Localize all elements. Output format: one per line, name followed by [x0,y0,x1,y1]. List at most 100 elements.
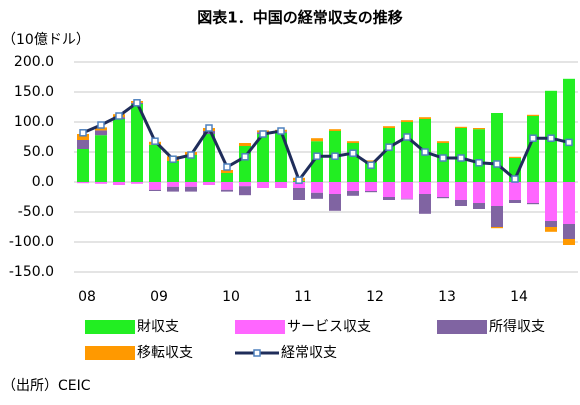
bar [419,117,431,119]
marker [97,121,105,129]
bar [113,182,125,185]
bar [149,189,161,191]
bar [473,129,485,182]
bar [311,192,323,199]
marker [511,175,519,183]
bar [257,134,269,182]
bar [563,224,575,239]
bar [203,182,215,185]
bar [77,140,89,149]
bar [239,186,251,196]
y-tick-label: 200.0 [14,54,54,70]
marker [385,143,393,151]
bar [509,182,521,200]
marker [277,127,285,135]
bar [311,138,323,142]
marker [133,99,141,107]
bar [167,161,179,182]
legend-label: 財収支 [137,319,179,335]
bar [437,182,449,197]
marker [313,152,321,160]
x-tick-label: 12 [366,289,384,305]
x-tick-label: 11 [294,289,312,305]
bar [383,128,395,182]
bar [257,182,269,188]
line [82,100,570,184]
bar [221,173,233,182]
legend-swatch [235,320,285,334]
bar [293,188,305,200]
bar [455,182,467,200]
marker [223,163,231,171]
bar [545,221,557,227]
bar [95,127,107,131]
y-tick-label: -150.0 [9,264,54,280]
bar [329,182,341,194]
bar [185,155,197,182]
bar [167,186,179,192]
bar [95,130,107,136]
marker [295,176,303,184]
bar [455,126,467,128]
bar [185,186,197,192]
bar [167,182,179,187]
y-tick-label: 50.0 [23,144,54,160]
bar [527,116,539,182]
y-tick-label: 100.0 [14,114,54,130]
bar [545,182,557,221]
bar [275,182,287,188]
legend-label: 所得収支 [489,318,545,335]
y-axis-label: （10億ドル） [2,32,90,48]
bar [293,182,305,188]
bar [401,182,413,199]
legend-label: 経常収支 [281,345,337,361]
bar [383,197,395,200]
marker [529,134,537,142]
marker [421,148,429,156]
legend-swatch [85,320,135,334]
marker [79,129,87,137]
marker [169,155,177,163]
bar [491,206,503,227]
marker [439,154,447,162]
bar [401,122,413,182]
bar [149,144,161,182]
y-tick-label: 0.0 [32,174,54,190]
bar [563,78,575,182]
bar [383,182,395,197]
bar [365,182,377,191]
bar [329,194,341,211]
bar [437,141,449,143]
bar [365,160,377,163]
x-tick-label: 14 [510,289,528,305]
marker [403,133,411,141]
marker [367,161,375,169]
bar [563,182,575,224]
x-tick-label: 08 [78,289,96,305]
bar [527,114,539,116]
marker [259,130,267,138]
marker [565,138,573,147]
bar [239,143,251,146]
bar [185,182,197,187]
bar [221,170,233,173]
marker [331,152,339,160]
legend-marker [253,349,261,357]
x-tick-label: 10 [222,289,240,305]
marker [151,137,159,145]
bar [419,182,431,194]
bar [509,200,521,203]
y-tick-label: -100.0 [9,234,54,250]
bar [401,120,413,122]
bar [491,227,503,229]
marker [187,151,195,159]
bar [437,143,449,182]
bar [77,182,89,184]
bar [509,156,521,158]
legend-swatch [437,320,487,334]
x-tick-label: 09 [150,289,168,305]
x-tick-label: 13 [438,289,456,305]
y-tick-label: 150.0 [14,84,54,100]
bar [491,182,503,206]
